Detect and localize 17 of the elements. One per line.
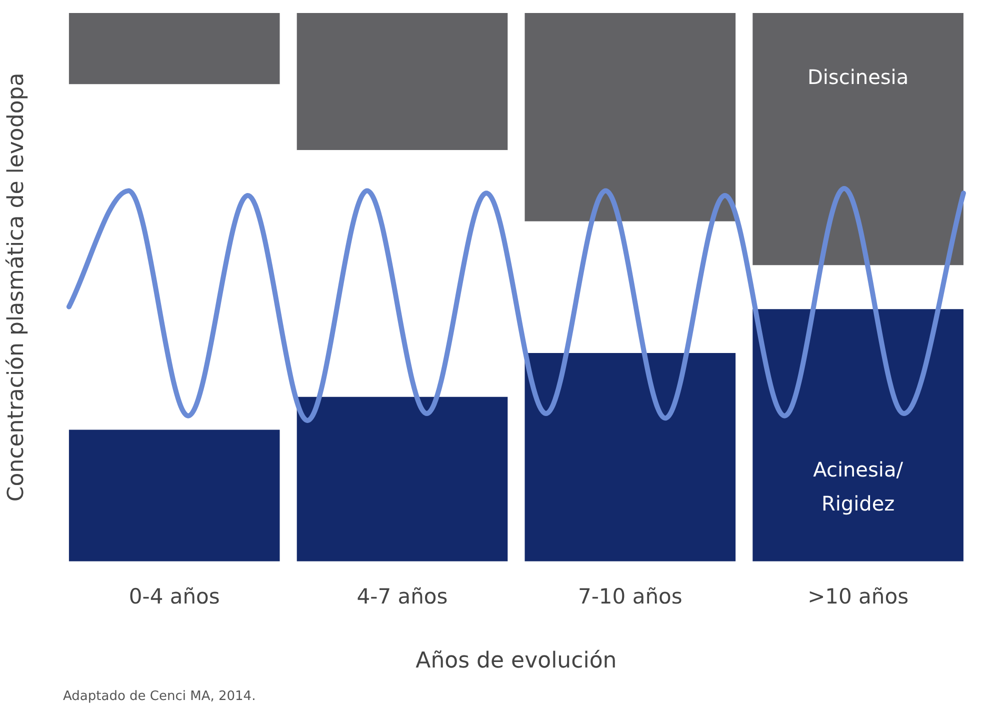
x-tick-label: 4-7 años [356, 584, 448, 608]
bar [524, 353, 736, 562]
series-label: Acinesia/Rigidez [813, 458, 904, 516]
bar [296, 396, 508, 562]
y-axis-title: Concentración plasmática de levodopa [4, 72, 29, 502]
x-tick-label: 0-4 años [128, 584, 220, 608]
bar [752, 309, 964, 562]
bar [524, 13, 736, 222]
bar [752, 13, 964, 266]
bar [68, 13, 280, 84]
x-tick-label: 7-10 años [578, 584, 682, 608]
x-axis-title: Años de evolución [416, 648, 617, 674]
bar [68, 430, 280, 562]
series-label: Discinesia [807, 65, 909, 90]
bar [296, 13, 508, 150]
x-tick-label: >10 años [808, 584, 909, 608]
text: Adaptado de Cenci MA, 2014. [63, 689, 256, 704]
